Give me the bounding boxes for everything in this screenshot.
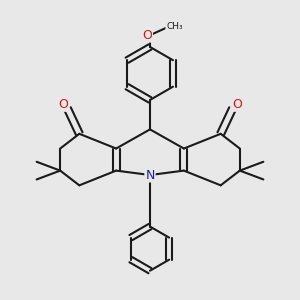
Text: CH₃: CH₃ bbox=[166, 22, 183, 31]
Text: N: N bbox=[145, 169, 155, 182]
Text: O: O bbox=[58, 98, 68, 111]
Text: O: O bbox=[142, 29, 152, 42]
Text: O: O bbox=[232, 98, 242, 111]
